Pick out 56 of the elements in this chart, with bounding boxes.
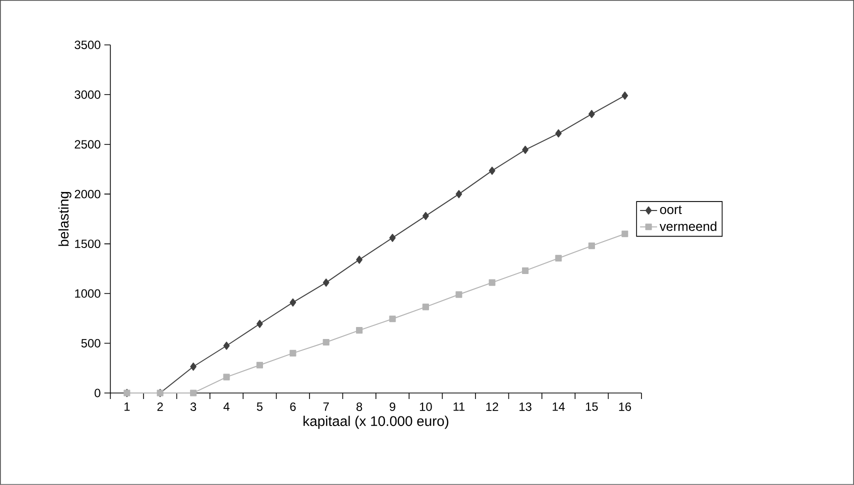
point bbox=[356, 256, 362, 264]
x-tick-label: 9 bbox=[390, 402, 396, 412]
x-tick-label: 15 bbox=[586, 402, 598, 411]
point bbox=[488, 166, 496, 175]
y-tick-label: 2000 bbox=[74, 190, 100, 198]
x-tick-label: 13 bbox=[520, 402, 532, 412]
point bbox=[588, 242, 595, 250]
point bbox=[422, 212, 429, 220]
x-tick-label: 8 bbox=[356, 402, 362, 412]
x-tick-label: 4 bbox=[223, 402, 230, 411]
point bbox=[456, 291, 462, 298]
point bbox=[555, 254, 562, 262]
point bbox=[223, 342, 230, 350]
y-tick-label: 1500 bbox=[75, 240, 100, 248]
point bbox=[389, 234, 396, 242]
point bbox=[622, 92, 628, 100]
point bbox=[256, 362, 264, 368]
point bbox=[488, 279, 496, 286]
legend-label: vermeend bbox=[660, 221, 716, 231]
x-tick-label: 3 bbox=[190, 402, 196, 412]
point bbox=[356, 327, 363, 334]
point bbox=[290, 298, 296, 307]
x-tick-label: 7 bbox=[323, 402, 329, 411]
point bbox=[555, 129, 562, 138]
point bbox=[622, 230, 628, 238]
x-tick-label: 6 bbox=[290, 402, 296, 412]
point bbox=[322, 278, 330, 287]
y-tick-label: 3000 bbox=[74, 90, 100, 99]
x-tick-label: 14 bbox=[552, 402, 565, 411]
x-tick-label: 1 bbox=[124, 402, 130, 411]
point bbox=[522, 267, 529, 274]
point bbox=[389, 316, 396, 322]
y-axis-title: belasting bbox=[58, 192, 72, 246]
x-tick-label: 12 bbox=[486, 402, 498, 411]
point bbox=[456, 190, 462, 198]
x-tick-label: 2 bbox=[157, 402, 163, 411]
y-tick-label: 1000 bbox=[75, 289, 100, 298]
x-tick-label: 11 bbox=[454, 402, 465, 411]
y-tick-label: 0 bbox=[94, 388, 100, 398]
point bbox=[190, 362, 197, 371]
x-tick-label: 16 bbox=[619, 402, 631, 412]
legend-label: oort bbox=[660, 206, 682, 214]
point bbox=[322, 339, 330, 346]
x-axis-title: kapitaal (x 10.000 euro) bbox=[304, 416, 448, 429]
point bbox=[190, 390, 197, 396]
y-tick-label: 2500 bbox=[74, 140, 100, 149]
point bbox=[223, 374, 230, 380]
point bbox=[588, 110, 595, 118]
x-tick-label: 5 bbox=[256, 402, 263, 411]
point bbox=[256, 320, 263, 328]
y-tick-label: 3500 bbox=[74, 40, 100, 50]
y-tick-label: 500 bbox=[81, 339, 100, 348]
point bbox=[290, 350, 296, 357]
point bbox=[522, 146, 528, 154]
x-tick-label: 10 bbox=[420, 402, 432, 412]
point bbox=[422, 304, 429, 310]
